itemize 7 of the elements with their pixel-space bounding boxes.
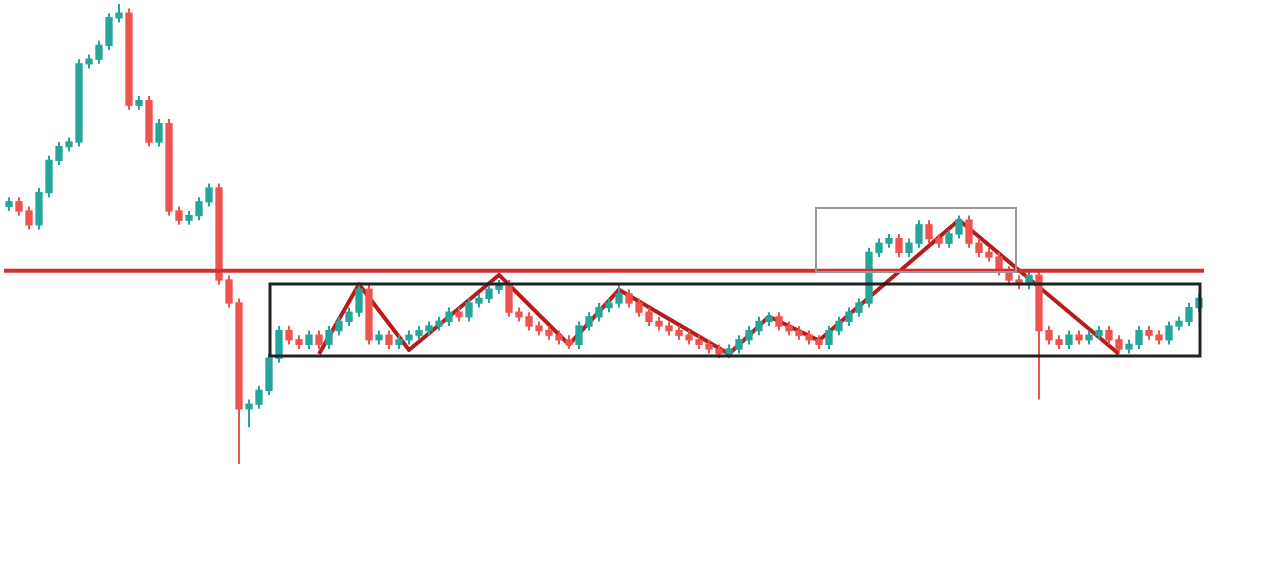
candlestick	[385, 329, 393, 350]
candlestick	[145, 95, 153, 148]
candlestick	[895, 233, 903, 258]
candlestick	[305, 329, 313, 350]
candlestick	[155, 118, 163, 148]
candlestick	[1065, 329, 1073, 350]
candlestick	[315, 329, 323, 350]
